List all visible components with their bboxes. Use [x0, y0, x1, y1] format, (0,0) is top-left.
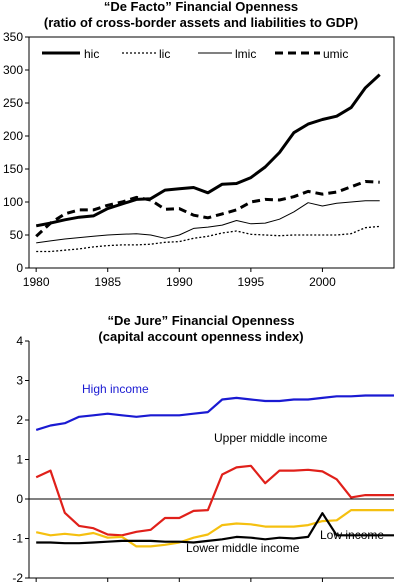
dejure-series [35, 394, 394, 548]
annot-lower-middle-income: Lower middle income [186, 541, 300, 555]
dejure-y-tick-label: 4 [16, 334, 23, 348]
legend-label-lmic: lmic [235, 47, 256, 61]
dejure-series-upper-middle-income [35, 464, 394, 537]
defacto-series-lmic [36, 200, 380, 244]
defacto-subtitle: (ratio of cross-border assets and liabil… [44, 15, 358, 30]
defacto-y-tick-label: 200 [3, 129, 23, 143]
dejure-annotations: High income Upper middle income Lower mi… [82, 382, 384, 555]
defacto-x-tick-label: 1980 [23, 275, 50, 289]
defacto-series-hic [35, 73, 381, 228]
annot-low-income: Low income [320, 528, 384, 542]
defacto-chart: “De Facto” Financial Openness (ratio of … [3, 0, 395, 289]
defacto-plot-frame [28, 36, 395, 269]
dejure-series-lower-middle-income [35, 509, 394, 548]
annot-upper-middle-income: Upper middle income [214, 431, 328, 445]
dejure-chart: “De Jure” Financial Openness (capital ac… [12, 313, 394, 583]
defacto-y-tick-label: 0 [16, 261, 23, 275]
defacto-x-tick-label: 2000 [309, 275, 336, 289]
defacto-axes: 0 50 100 150 200 250 300 350 1980 1985 1990 1995 200… [3, 30, 395, 289]
dejure-series-high-income [35, 394, 394, 431]
legend-label-umic: umic [323, 47, 348, 61]
dejure-title: “De Jure” Financial Openness [107, 313, 294, 328]
defacto-title: “De Facto” Financial Openness [104, 0, 298, 14]
dejure-axes: -2-10123419801985199019952000 [12, 334, 394, 583]
annot-high-income: High income [82, 382, 149, 396]
defacto-legend: hic lic lmic umic [42, 47, 348, 61]
legend-label-hic: hic [84, 47, 99, 61]
defacto-series-lic [36, 225, 380, 253]
defacto-x-tick-label: 1990 [166, 275, 193, 289]
dejure-y-tick-label: 2 [16, 413, 23, 427]
defacto-y-tick-label: 250 [3, 96, 23, 110]
dejure-y-tick-label: -2 [12, 571, 23, 583]
dejure-y-tick-label: 3 [16, 374, 23, 388]
defacto-y-tick-label: 300 [3, 63, 23, 77]
defacto-y-tick-label: 350 [3, 30, 23, 44]
defacto-y-tick-label: 50 [10, 228, 24, 242]
dejure-subtitle: (capital account openness index) [98, 329, 303, 344]
defacto-x-tick-label: 1995 [238, 275, 265, 289]
legend-label-lic: lic [159, 47, 170, 61]
dejure-y-tick-label: -1 [12, 532, 23, 546]
dejure-series-low-income [36, 512, 394, 545]
defacto-x-tick-label: 1985 [94, 275, 121, 289]
defacto-y-tick-label: 150 [3, 162, 23, 176]
defacto-series-umic [35, 180, 380, 238]
dejure-y-tick-label: 0 [16, 492, 23, 506]
defacto-series [35, 73, 381, 253]
defacto-y-tick-label: 100 [3, 195, 23, 209]
dejure-y-tick-label: 1 [16, 453, 23, 467]
